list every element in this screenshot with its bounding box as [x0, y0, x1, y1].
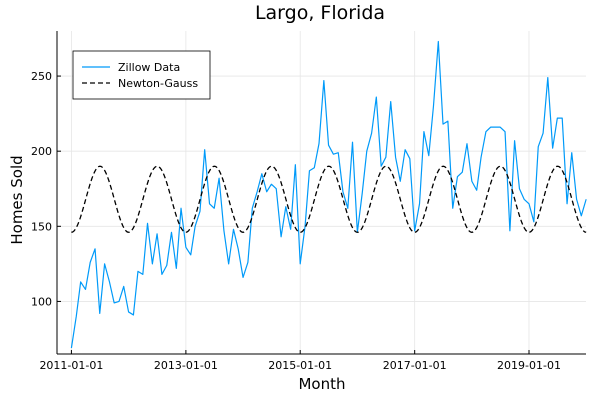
chart-title: Largo, Florida: [255, 2, 385, 24]
y-tick-label: 250: [31, 70, 52, 83]
legend-entry-label: Newton-Gauss: [118, 77, 198, 90]
y-tick-label: 200: [31, 145, 52, 158]
x-axis-label: Month: [298, 375, 345, 393]
axes: 2011-01-01 2013-01-01 2015-01-01 2017-01-01…: [31, 31, 586, 372]
x-tick-label: 2011-01-01: [39, 359, 103, 372]
y-tick-label: 150: [31, 220, 52, 233]
series-layer: [70, 40, 587, 349]
legend-entry-label: Zillow Data: [118, 61, 180, 74]
zillow-data-line: [70, 40, 587, 349]
x-tick-label: 2017-01-01: [383, 359, 447, 372]
legend: Zillow Data Newton-Gauss: [72, 50, 211, 100]
x-tick-label: 2019-01-01: [497, 359, 561, 372]
legend-box: [72, 50, 211, 100]
y-tick-label: 100: [31, 295, 52, 308]
x-tick-label: 2015-01-01: [268, 359, 332, 372]
x-tick-label: 2013-01-01: [154, 359, 218, 372]
y-axis-label: Homes Sold: [8, 155, 26, 244]
newton-gauss-line: [71, 165, 587, 233]
